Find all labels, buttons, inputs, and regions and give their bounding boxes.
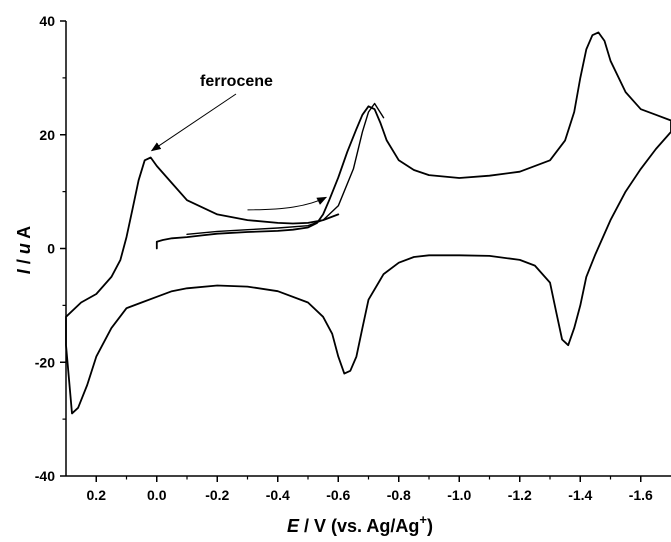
x-tick-labels: 0.2 0.0 -0.2 -0.4 -0.6 -0.8 -1.0 -1.2 -1.4 -1.6 <box>87 487 654 503</box>
x-tick-label: -0.6 <box>326 487 350 503</box>
annotations: ferrocene <box>150 73 328 211</box>
y-axis-title-symbol: I <box>14 268 34 274</box>
y-tick-label: -20 <box>35 354 55 370</box>
y-tick-labels: -40 -20 0 20 40 <box>35 13 55 484</box>
y-axis-title-unit: A <box>14 226 34 243</box>
y-axis-title: I / u A <box>14 226 34 274</box>
scan-direction-arrow <box>247 196 328 211</box>
x-tick-label: -0.8 <box>387 487 411 503</box>
x-tick-label: 0.0 <box>147 487 167 503</box>
x-tick-label: -1.0 <box>447 487 471 503</box>
x-tick-label: -1.4 <box>568 487 592 503</box>
x-axis-title-symbol: E <box>287 516 300 536</box>
y-tick-label: 20 <box>39 127 55 143</box>
y-tick-label: 40 <box>39 13 55 29</box>
y-tick-label: 0 <box>47 241 55 257</box>
x-axis-title: E / V (vs. Ag/Ag+) <box>287 512 433 536</box>
x-tick-label: 0.2 <box>87 487 107 503</box>
x-tick-label: -0.2 <box>205 487 229 503</box>
x-tick-label: -0.4 <box>266 487 290 503</box>
x-tick-label: -1.2 <box>508 487 532 503</box>
x-tick-label: -1.6 <box>629 487 653 503</box>
cv-series-line <box>186 102 385 235</box>
y-tick-label: -40 <box>35 468 55 484</box>
tick-marks <box>60 20 642 482</box>
y-axis-title-unit-prefix: u <box>14 243 34 254</box>
plot-area <box>65 31 671 415</box>
cv-series-line <box>65 31 671 415</box>
x-axis-title-end: ) <box>427 516 433 536</box>
ferrocene-label: ferrocene <box>200 73 273 90</box>
x-axis-title-superscript: + <box>419 512 427 527</box>
y-axis-title-separator: / <box>14 254 34 269</box>
x-axis-title-text: / V (vs. Ag/Ag <box>299 516 419 536</box>
ferrocene-arrow <box>150 93 237 152</box>
